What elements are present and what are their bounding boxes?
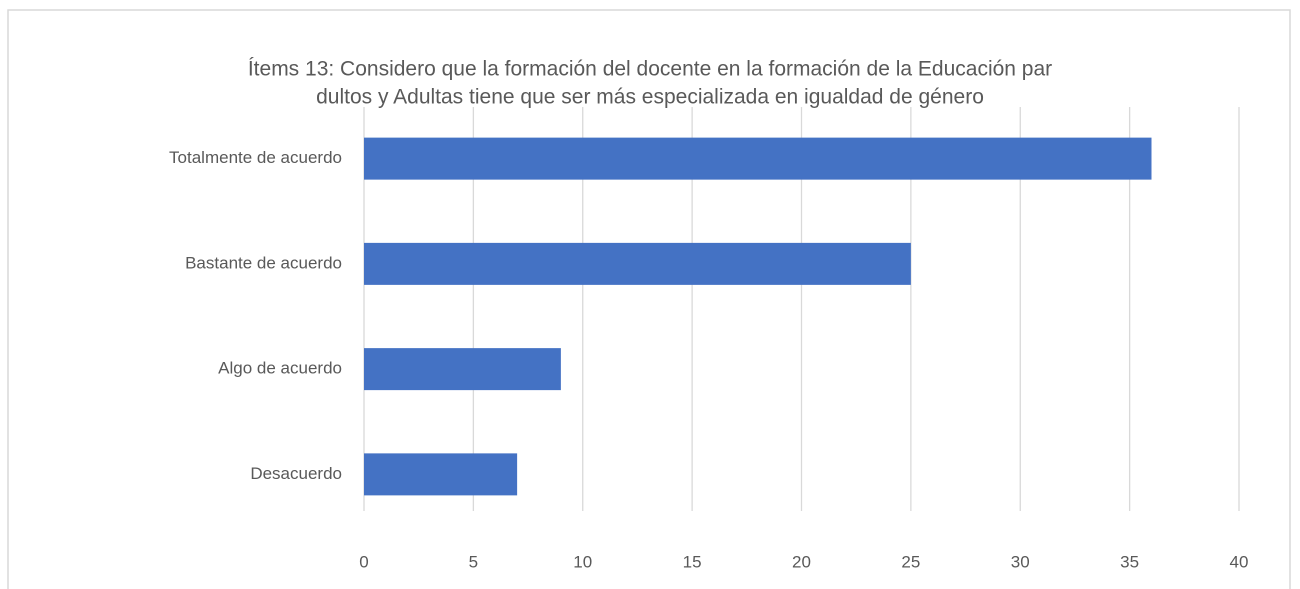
x-tick-label: 5 [469, 552, 478, 571]
bar [364, 242, 911, 285]
x-tick-label: 0 [359, 552, 368, 571]
y-tick-label: Desacuerdo [250, 464, 342, 483]
bar [364, 348, 561, 391]
x-tick-label: 35 [1120, 552, 1139, 571]
chart-title: Ítems 13: Considero que la formación del… [248, 58, 1052, 81]
y-tick-label: Algo de acuerdo [218, 359, 342, 378]
y-tick-label: Bastante de acuerdo [185, 253, 342, 272]
bar [364, 137, 1152, 180]
chart-title: dultos y Adultas tiene que ser más espec… [316, 86, 984, 109]
x-tick-label: 15 [683, 552, 702, 571]
x-tick-label: 30 [1011, 552, 1030, 571]
bar [364, 453, 518, 496]
x-tick-label: 10 [573, 552, 592, 571]
x-tick-label: 25 [901, 552, 920, 571]
x-tick-label: 40 [1230, 552, 1249, 571]
chart-frame [7, 9, 1291, 589]
y-tick-label: Totalmente de acuerdo [169, 148, 342, 167]
x-tick-label: 20 [792, 552, 811, 571]
